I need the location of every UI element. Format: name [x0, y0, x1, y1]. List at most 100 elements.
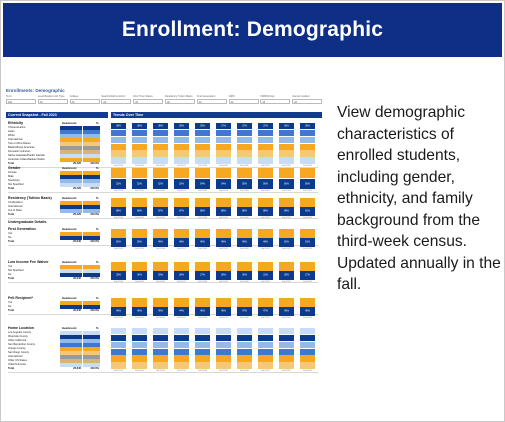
trend-segment: 87%: [174, 207, 189, 216]
trend-segment: [258, 229, 273, 238]
trend-segment: [258, 341, 273, 349]
section-title: First Generation: [8, 227, 36, 231]
trend-segment: [174, 129, 189, 137]
trend-segment: [300, 129, 315, 137]
row-label: Yes: [8, 301, 13, 304]
row-label: Other California: [8, 339, 27, 342]
row-label: Orange County: [8, 347, 26, 350]
trend-segment: 29%: [153, 271, 168, 280]
percent-cell: [83, 130, 100, 134]
filter-value[interactable]: All: [260, 99, 291, 104]
headcount-cell: [60, 130, 82, 134]
filter-dropdown[interactable]: First Time Status All: [133, 95, 164, 107]
year-label: Fall 2022: [282, 281, 291, 283]
year-label: Fall 2014: [114, 317, 123, 319]
filter-dropdown[interactable]: Search/Add to Admit All: [101, 95, 132, 107]
filter-dropdown[interactable]: URM All: [228, 95, 259, 107]
row-label: Total: [8, 277, 15, 280]
trend-segment: [279, 355, 294, 362]
trend-segment: [132, 157, 147, 164]
filter-dropdown[interactable]: Term Fall: [6, 95, 36, 107]
trend-column: 45%: [153, 298, 168, 316]
filter-value[interactable]: All: [292, 99, 323, 104]
trend-segment: [258, 168, 273, 179]
trend-segment: [237, 334, 252, 342]
filter-value[interactable]: All: [69, 99, 100, 104]
trend-segment: 45%: [300, 307, 315, 316]
trend-segment: [279, 328, 294, 335]
percent-header: %: [96, 296, 99, 300]
filter-value[interactable]: All: [133, 99, 164, 104]
filter-label: Search/Add to Admit: [101, 95, 126, 98]
filter-value[interactable]: All: [37, 99, 68, 104]
percent-cell: [83, 142, 100, 146]
trend-segment: [237, 262, 252, 271]
trend-segment: 91%: [300, 207, 315, 216]
trend-column: 55%: [237, 168, 252, 189]
trend-segment: [300, 348, 315, 355]
trend-segment: 49%: [216, 238, 231, 247]
trend-strip: 52% Fall 2014 52% Fall 2015 52% Fall 2016 53% F…: [111, 168, 322, 194]
trend-segment: 28%: [216, 271, 231, 280]
trend-segment: 29%: [111, 271, 126, 280]
trend-segment: [174, 150, 189, 157]
year-label: Fall 2018: [198, 165, 207, 167]
filter-value[interactable]: All: [101, 99, 132, 104]
trend-value-label: 49%: [200, 240, 205, 244]
filter-dropdown[interactable]: First Generation All: [196, 95, 227, 107]
filter-dropdown[interactable]: Level/Student Attr Type All: [37, 95, 68, 107]
headcount-cell: [60, 359, 82, 363]
headcount-header: Headcount: [62, 196, 77, 200]
trend-value-label: 52%: [158, 182, 163, 186]
year-label: Fall 2018: [198, 190, 207, 192]
trend-column: 50%: [111, 229, 126, 247]
trend-value-label: 89%: [284, 209, 289, 213]
percent-cell: [83, 331, 100, 335]
trend-column: [132, 328, 147, 369]
trend-value-label: 51%: [305, 240, 310, 244]
filter-dropdown[interactable]: IS/IB/Citizen All: [260, 95, 291, 107]
trend-column: 87%: [174, 198, 189, 216]
trend-segment: 49%: [195, 238, 210, 247]
trend-segment: [216, 143, 231, 150]
trend-column: 44%: [174, 298, 189, 316]
trend-segment: [132, 298, 147, 307]
trend-segment: [132, 168, 147, 179]
headcount-cell: [60, 134, 82, 138]
percent-cell: [83, 126, 100, 130]
year-label: Fall 2014: [114, 190, 123, 192]
row-label: Asian: [8, 130, 15, 133]
trend-segment: [300, 168, 315, 179]
trend-segment: [279, 143, 294, 150]
filter-value[interactable]: All: [228, 99, 259, 104]
row-label: Two or More Races: [8, 142, 31, 145]
filter-value[interactable]: Fall: [6, 99, 36, 104]
filter-dropdown[interactable]: College All: [69, 95, 100, 107]
headcount-cell: [60, 363, 82, 367]
trend-segment: [111, 143, 126, 150]
year-label: Fall 2020: [240, 317, 249, 319]
trend-segment: [153, 129, 168, 137]
trend-segment: [195, 334, 210, 342]
year-label: Fall 2023: [303, 317, 312, 319]
year-label: Fall 2014: [114, 217, 123, 219]
trend-column: 37%: [258, 123, 273, 164]
year-label: Fall 2014: [114, 281, 123, 283]
filter-label: Residency Tuition Basis: [165, 95, 193, 98]
percent-cell: [83, 205, 100, 209]
filter-dropdown[interactable]: Honors student All: [292, 95, 323, 107]
year-label: Fall 2017: [177, 317, 186, 319]
percent-cell: [83, 269, 100, 273]
trend-column: 38%: [153, 123, 168, 164]
trend-segment: [195, 348, 210, 355]
filter-dropdown[interactable]: Residency Tuition Basis All: [165, 95, 195, 107]
trend-segment: [153, 150, 168, 157]
row-label: Other US States: [8, 359, 27, 362]
row-label: Total: [8, 367, 15, 370]
trend-value-label: 48%: [179, 240, 184, 244]
row-label: Los Angeles County: [8, 331, 32, 334]
trend-segment: 38%: [153, 123, 168, 130]
table-row: American Indian/Alaskan Native: [8, 158, 108, 162]
filter-value[interactable]: All: [196, 99, 227, 104]
filter-value[interactable]: All: [165, 99, 195, 104]
